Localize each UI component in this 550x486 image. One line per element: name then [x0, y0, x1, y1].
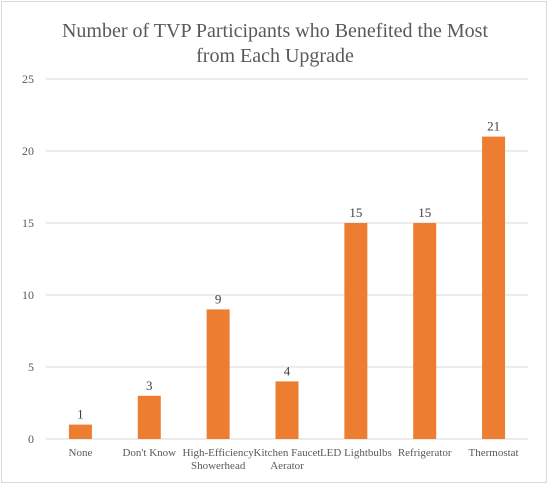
- data-label: 15: [418, 205, 431, 220]
- bar: [68, 424, 92, 439]
- data-label: 9: [215, 291, 222, 306]
- data-label: 21: [487, 119, 500, 134]
- y-tick-label: 15: [22, 216, 34, 230]
- x-tick-label: LED Lightbulbs: [320, 447, 392, 459]
- x-tick-label: Don't Know: [122, 447, 176, 459]
- data-label: 4: [284, 363, 291, 378]
- x-tick-label: Kitchen Faucet: [254, 447, 321, 459]
- y-tick-label: 0: [28, 432, 34, 446]
- bar: [413, 223, 437, 439]
- x-tick-label: None: [69, 447, 93, 459]
- x-tick-label: Showerhead: [191, 460, 246, 472]
- x-tick-label: Refrigerator: [398, 447, 452, 459]
- bar: [206, 309, 230, 439]
- chart-title-line: from Each Upgrade: [196, 45, 354, 67]
- x-tick-label: High-Efficiency: [183, 447, 255, 459]
- bar: [482, 136, 506, 439]
- x-tick-label: Thermostat: [469, 447, 519, 459]
- data-labels: 1 3 9 4 15 15 21: [77, 119, 500, 422]
- data-label: 15: [349, 205, 362, 220]
- chart-title: Number of TVP Participants who Benefited…: [62, 20, 488, 67]
- y-tick-label: 20: [22, 144, 34, 158]
- x-tick-label: Aerator: [270, 460, 304, 472]
- y-axis-ticks: 0 5 10 15 20 25: [22, 72, 34, 446]
- chart-title-line: Number of TVP Participants who Benefited…: [62, 20, 488, 42]
- data-label: 3: [146, 378, 153, 393]
- y-tick-label: 5: [28, 360, 34, 374]
- y-tick-label: 10: [22, 288, 34, 302]
- gridlines: [46, 78, 528, 440]
- data-label: 1: [77, 407, 84, 422]
- y-tick-label: 25: [22, 72, 34, 86]
- bar: [275, 381, 299, 439]
- bar: [344, 223, 368, 439]
- bar: [137, 395, 161, 439]
- bars: [68, 136, 506, 439]
